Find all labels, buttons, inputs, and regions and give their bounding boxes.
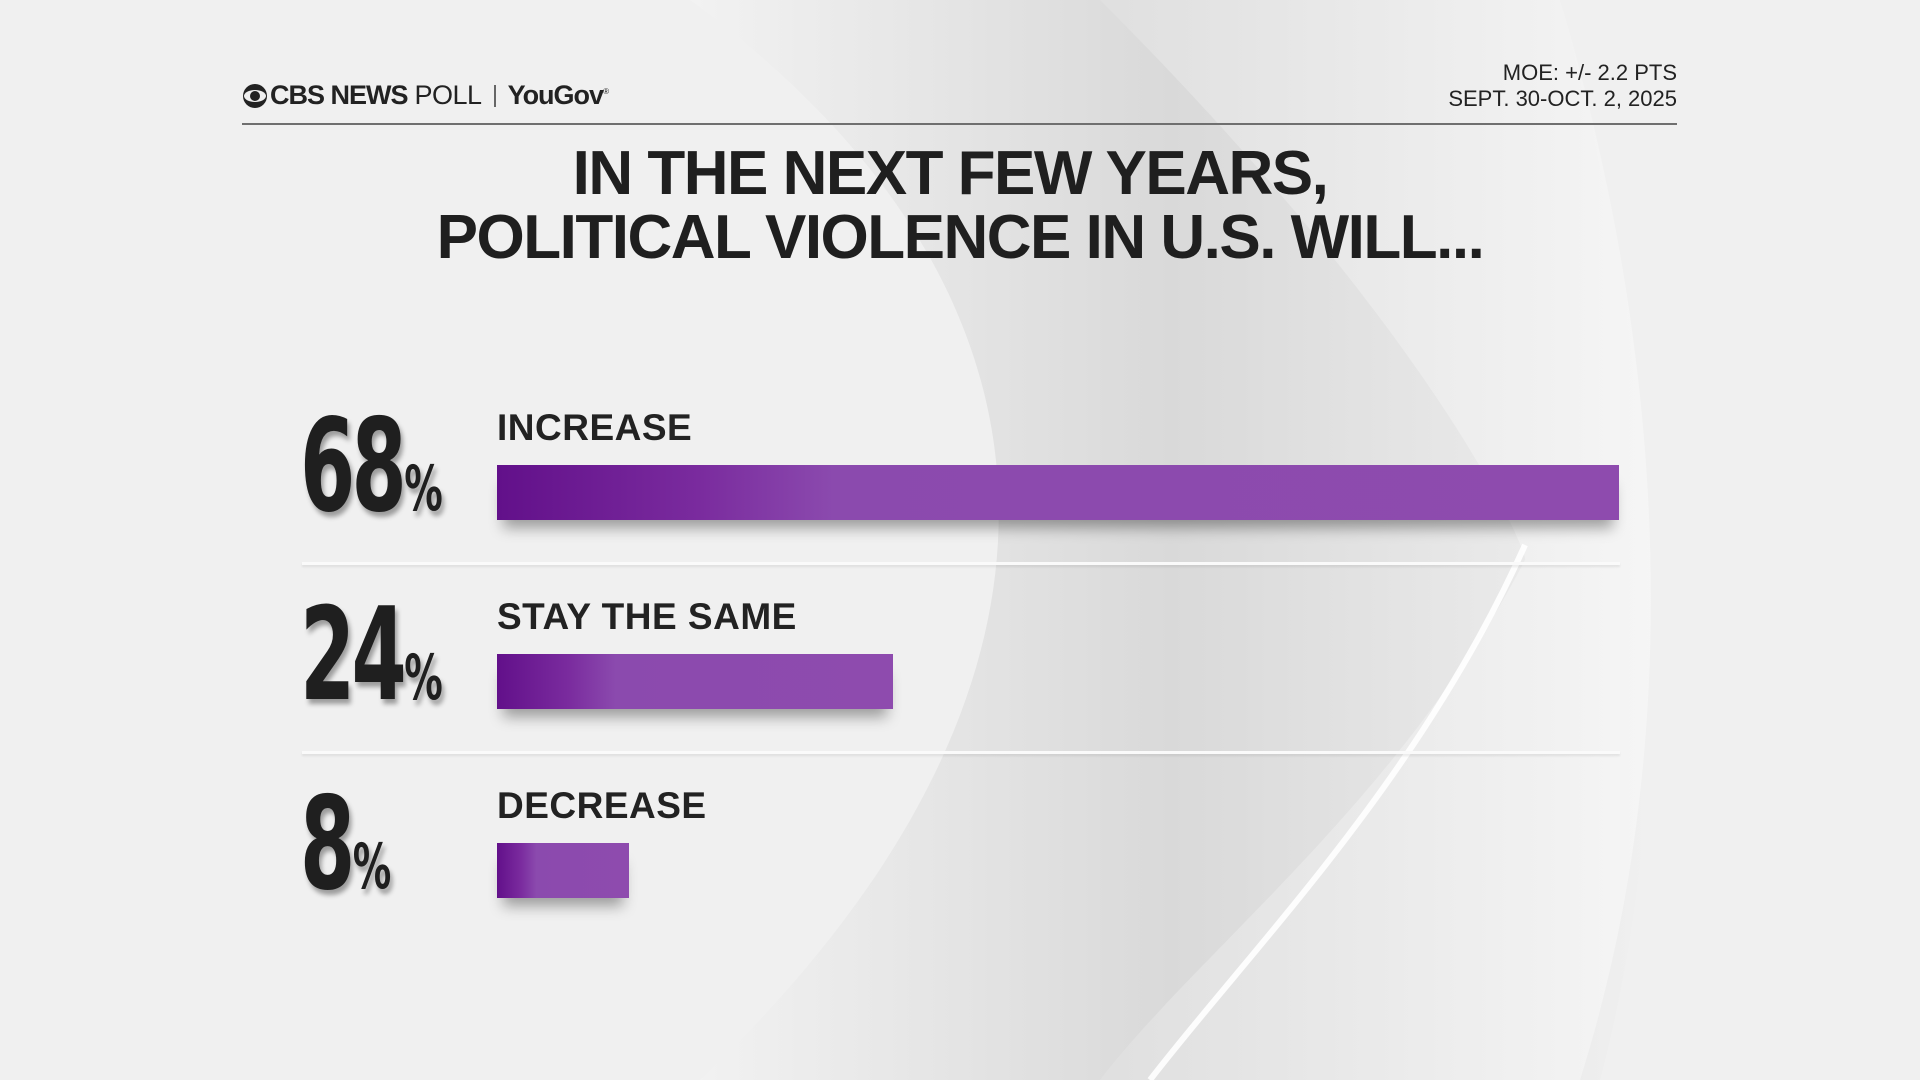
category-label: DECREASE [497, 785, 707, 826]
chart-title: IN THE NEXT FEW YEARS, POLITICAL VIOLENC… [0, 142, 1920, 270]
header: CBS NEWS POLL YouGov® MOE: +/- 2.2 PTS S… [242, 60, 1677, 124]
poll-meta: MOE: +/- 2.2 PTS SEPT. 30-OCT. 2, 2025 [1448, 60, 1677, 112]
value-label: 68% [300, 392, 443, 541]
value-label: 8% [300, 770, 391, 919]
value-number: 24 [300, 581, 407, 730]
value-number: 68 [300, 392, 407, 541]
brand-poll: POLL [414, 80, 483, 110]
percent-sign: % [404, 641, 443, 714]
margin-of-error: MOE: +/- 2.2 PTS [1502, 60, 1677, 85]
brand-yougov: YouGov® [507, 80, 609, 110]
bar-row-stay-the-same: 24% STAY THE SAME [300, 581, 1620, 730]
percent-sign: % [352, 830, 392, 903]
category-label: INCREASE [497, 407, 693, 448]
bar [497, 654, 893, 709]
title-line-1: IN THE NEXT FEW YEARS, [572, 139, 1329, 208]
row-divider [302, 751, 1620, 754]
value-number: 8 [300, 770, 355, 919]
bar [497, 465, 1619, 520]
title-line-2: POLITICAL VIOLENCE IN U.S. WILL... [436, 203, 1485, 272]
poll-dates: SEPT. 30-OCT. 2, 2025 [1448, 86, 1677, 111]
cbs-eye-icon [243, 83, 267, 108]
header-divider [242, 123, 1677, 125]
bar-row-increase: 68% INCREASE [300, 392, 1620, 541]
value-label: 24% [300, 581, 443, 730]
bar [497, 843, 629, 898]
brand-logo: CBS NEWS POLL YouGov® [242, 80, 609, 111]
row-divider [302, 562, 1620, 565]
brand-cbs-news: CBS NEWS [270, 80, 409, 110]
bar-row-decrease: 8% DECREASE [300, 770, 1620, 919]
brand-separator [493, 84, 496, 107]
category-label: STAY THE SAME [497, 596, 797, 637]
percent-sign: % [404, 452, 443, 525]
